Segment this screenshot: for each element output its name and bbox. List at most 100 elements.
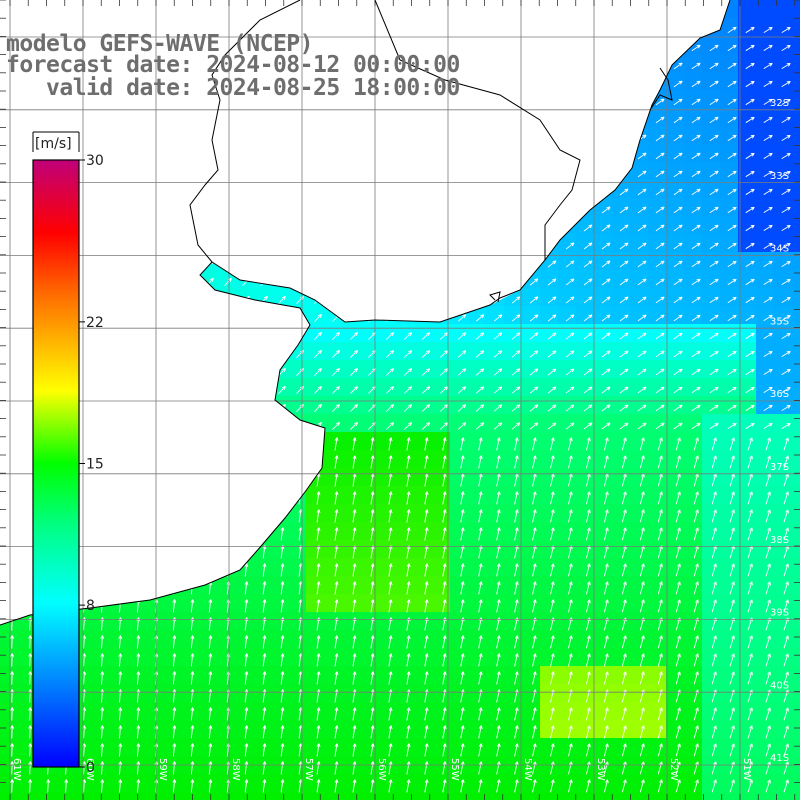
speed-cell	[396, 432, 415, 451]
speed-cell	[414, 504, 433, 523]
speed-cell	[522, 738, 541, 757]
speed-cell	[648, 612, 667, 631]
wind-arrow	[691, 98, 701, 106]
speed-cell	[738, 504, 757, 523]
speed-cell	[648, 306, 667, 325]
speed-cell	[720, 270, 739, 289]
speed-cell	[432, 774, 451, 793]
speed-cell	[756, 162, 775, 181]
wind-arrow	[637, 206, 647, 214]
speed-cell	[720, 522, 739, 541]
speed-cell	[468, 702, 487, 721]
speed-cell	[144, 702, 163, 721]
wind-arrow	[709, 332, 719, 340]
speed-cell	[342, 414, 361, 433]
speed-cell	[594, 630, 613, 649]
wind-arrow	[709, 188, 719, 196]
wind-arrow	[763, 368, 773, 376]
speed-cell	[792, 324, 800, 343]
speed-cell	[630, 216, 649, 235]
speed-cell	[702, 468, 721, 487]
wind-arrow	[350, 350, 358, 358]
speed-cell	[522, 702, 541, 721]
wind-arrow	[475, 350, 485, 358]
speed-cell	[252, 684, 271, 703]
speed-cell	[558, 576, 577, 595]
wind-arrow	[781, 26, 791, 33]
speed-cell	[0, 702, 19, 721]
wind-arrow	[637, 332, 647, 340]
speed-cell	[792, 792, 800, 800]
speed-cell	[738, 630, 757, 649]
wind-arrow	[727, 152, 737, 160]
speed-cell	[720, 684, 739, 703]
speed-cell	[612, 198, 631, 217]
speed-cell	[396, 648, 415, 667]
speed-cell	[450, 576, 469, 595]
speed-cell	[360, 594, 379, 613]
speed-cell	[540, 540, 559, 559]
speed-cell	[378, 468, 397, 487]
wind-arrow	[709, 224, 719, 232]
speed-cell	[720, 252, 739, 271]
speed-cell	[306, 666, 325, 685]
wind-arrow	[475, 332, 485, 340]
speed-cell	[450, 414, 469, 433]
speed-cell	[774, 612, 793, 631]
speed-cell	[792, 360, 800, 379]
speed-cell	[702, 90, 721, 109]
speed-cell	[702, 72, 721, 91]
speed-cell	[306, 648, 325, 667]
speed-cell	[0, 792, 19, 800]
speed-cell	[666, 450, 685, 469]
speed-cell	[396, 702, 415, 721]
speed-cell	[558, 450, 577, 469]
speed-cell	[558, 648, 577, 667]
speed-cell	[558, 666, 577, 685]
speed-cell	[432, 324, 451, 343]
speed-cell	[756, 504, 775, 523]
wind-arrow	[745, 26, 755, 34]
speed-cell	[792, 666, 800, 685]
longitude-label: 51W	[741, 758, 752, 781]
wind-arrow	[727, 260, 737, 268]
speed-cell	[702, 792, 721, 800]
wind-arrow	[781, 44, 791, 51]
speed-cell	[792, 774, 800, 793]
speed-cell	[612, 468, 631, 487]
wind-arrow	[781, 242, 791, 249]
speed-cell	[756, 288, 775, 307]
wind-arrow	[511, 350, 521, 358]
speed-cell	[756, 774, 775, 793]
wind-arrow	[278, 385, 286, 394]
speed-cell	[342, 684, 361, 703]
speed-cell	[432, 684, 451, 703]
speed-cell	[162, 720, 181, 739]
wind-arrow	[404, 350, 413, 358]
speed-cell	[90, 666, 109, 685]
speed-cell	[162, 630, 181, 649]
wind-arrow	[691, 170, 701, 178]
speed-cell	[144, 666, 163, 685]
speed-cell	[720, 486, 739, 505]
wind-arrow	[583, 224, 593, 232]
speed-cell	[504, 342, 523, 361]
speed-cell	[180, 774, 199, 793]
speed-cell	[360, 324, 379, 343]
speed-cell	[180, 666, 199, 685]
speed-cell	[306, 558, 325, 577]
speed-cell	[594, 720, 613, 739]
speed-cell	[180, 702, 199, 721]
wind-arrow	[727, 314, 737, 322]
wind-arrow	[763, 44, 773, 52]
wind-arrow	[655, 206, 665, 214]
speed-cell	[378, 594, 397, 613]
speed-cell	[468, 576, 487, 595]
speed-cell	[108, 684, 127, 703]
speed-cell	[504, 738, 523, 757]
speed-cell	[342, 324, 361, 343]
speed-cell	[756, 630, 775, 649]
wind-arrow	[421, 350, 431, 358]
speed-cell	[684, 288, 703, 307]
speed-cell	[630, 540, 649, 559]
